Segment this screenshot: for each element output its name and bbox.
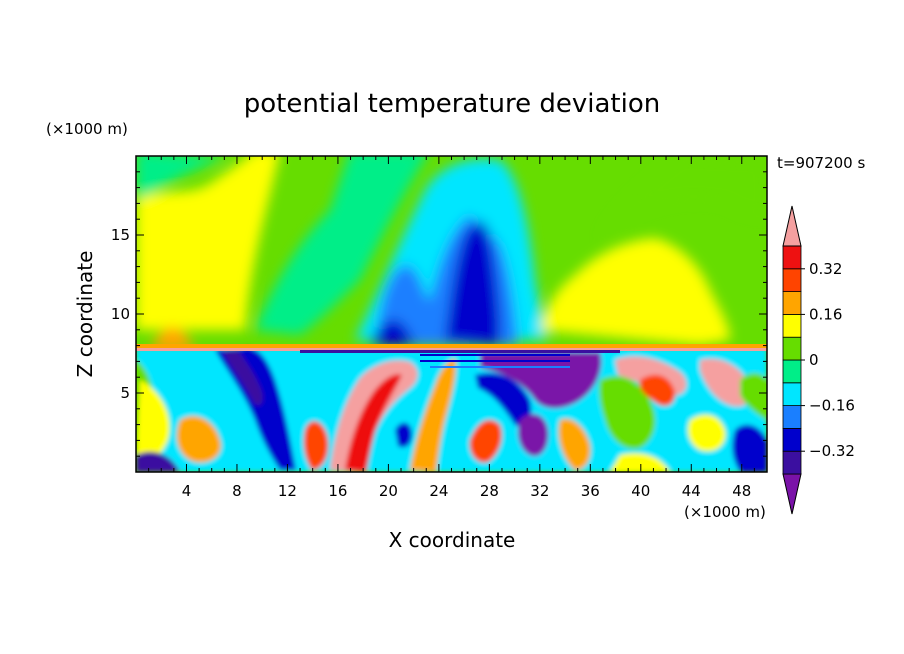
x-tick-label: 36 bbox=[581, 482, 600, 500]
x-tick-label: 44 bbox=[682, 482, 701, 500]
colorbar-tick-label: 0 bbox=[809, 351, 819, 369]
x-tick-label: 40 bbox=[631, 482, 650, 500]
y-tick-label: 10 bbox=[111, 305, 130, 323]
inversion-layer bbox=[136, 344, 767, 368]
colorbar-band bbox=[782, 313, 802, 338]
chart-title: potential temperature deviation bbox=[244, 89, 660, 119]
colorbar-band bbox=[782, 291, 802, 315]
y-tick-label: 5 bbox=[120, 384, 130, 402]
x-tick-label: 28 bbox=[480, 482, 499, 500]
colorbar-band bbox=[782, 382, 802, 406]
colorbar-band bbox=[782, 405, 802, 429]
x-unit-label: (×1000 m) bbox=[684, 503, 766, 521]
colorbar-tick-label: −0.32 bbox=[809, 442, 855, 460]
colorbar-tick-label: 0.16 bbox=[809, 305, 842, 323]
x-tick-label: 48 bbox=[732, 482, 751, 500]
colorbar-extend-high bbox=[782, 205, 802, 247]
y-tick-label: 15 bbox=[111, 226, 130, 244]
x-tick-label: 8 bbox=[232, 482, 242, 500]
x-tick-label: 4 bbox=[182, 482, 192, 500]
x-tick-label: 24 bbox=[429, 482, 448, 500]
colorbar: 0.32 0.16 0 −0.16 −0.32 bbox=[782, 205, 855, 515]
y-axis-label: Z coordinate bbox=[73, 251, 97, 378]
colorbar-band bbox=[782, 450, 802, 475]
x-tick-label: 32 bbox=[530, 482, 549, 500]
colorbar-tick-label: −0.16 bbox=[809, 397, 855, 415]
plot-area bbox=[136, 156, 767, 472]
y-axis-ticks: 5 10 15 bbox=[111, 171, 767, 457]
x-tick-label: 20 bbox=[379, 482, 398, 500]
colorbar-band bbox=[782, 245, 802, 270]
x-tick-label: 16 bbox=[328, 482, 347, 500]
colorbar-band bbox=[782, 427, 802, 452]
colorbar-band bbox=[782, 359, 802, 384]
x-axis-label: X coordinate bbox=[389, 528, 516, 552]
x-tick-label: 12 bbox=[278, 482, 297, 500]
x-axis-ticks: 4 8 12 16 20 24 28 32 36 40 44 48 bbox=[148, 156, 755, 500]
colorbar-band bbox=[782, 336, 802, 361]
colorbar-band bbox=[782, 268, 802, 292]
time-label: t=907200 s bbox=[777, 154, 865, 172]
upper-field bbox=[136, 156, 767, 350]
colorbar-tick-label: 0.32 bbox=[809, 260, 842, 278]
colorbar-extend-low bbox=[782, 473, 802, 515]
y-unit-label: (×1000 m) bbox=[46, 120, 128, 138]
